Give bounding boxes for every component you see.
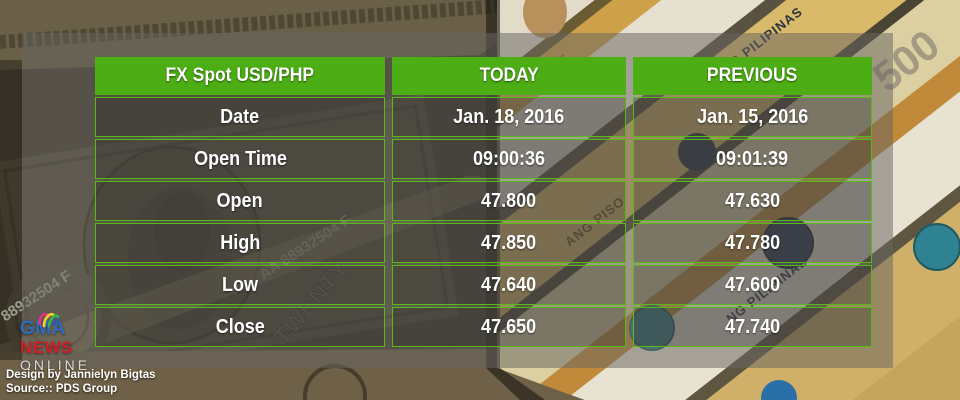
source-credit: Source:: PDS Group bbox=[6, 383, 118, 395]
row-label-low-text: Low bbox=[222, 274, 258, 296]
previous-low-value: 47.600 bbox=[633, 265, 872, 305]
today-date-value: Jan. 18, 2016 bbox=[392, 97, 626, 137]
peso-seal-teal-2-icon bbox=[913, 223, 960, 271]
row-label-high-text: High bbox=[220, 232, 260, 254]
credits-block: Design by Jannielyn Bigtas Source:: PDS … bbox=[6, 368, 156, 396]
today-column: TODAY Jan. 18, 2016 09:00:36 47.800 47.8… bbox=[392, 57, 626, 347]
kapuso-heart-icon bbox=[38, 312, 60, 328]
today-open-time-text: 09:00:36 bbox=[472, 148, 546, 170]
today-low-value: 47.640 bbox=[392, 265, 626, 305]
today-high-value: 47.850 bbox=[392, 223, 626, 263]
row-label-close-text: Close bbox=[215, 316, 265, 338]
today-high-text: 47.850 bbox=[481, 232, 537, 254]
previous-column: PREVIOUS Jan. 15, 2016 09:01:39 47.630 4… bbox=[633, 57, 872, 347]
previous-low-text: 47.600 bbox=[724, 274, 781, 296]
logo-news-text: NEWS bbox=[20, 338, 73, 357]
today-close-value: 47.650 bbox=[392, 307, 626, 347]
previous-close-value: 47.740 bbox=[633, 307, 872, 347]
today-close-text: 47.650 bbox=[481, 316, 537, 338]
row-label-date-text: Date bbox=[220, 106, 260, 128]
today-open-value: 47.800 bbox=[392, 181, 626, 221]
row-label-open-time: Open Time bbox=[95, 139, 385, 179]
previous-date-text: Jan. 15, 2016 bbox=[696, 106, 809, 128]
fx-rate-table: FX Spot USD/PHP Date Open Time Open High… bbox=[95, 57, 872, 347]
table-header-previous-label: PREVIOUS bbox=[707, 65, 798, 86]
table-header-today: TODAY bbox=[392, 57, 626, 95]
previous-open-text: 47.630 bbox=[724, 190, 781, 212]
today-open-text: 47.800 bbox=[481, 190, 537, 212]
previous-date-value: Jan. 15, 2016 bbox=[633, 97, 872, 137]
row-label-high: High bbox=[95, 223, 385, 263]
table-header-title: FX Spot USD/PHP bbox=[95, 57, 385, 95]
row-label-date: Date bbox=[95, 97, 385, 137]
peso-seal-blue-icon bbox=[761, 380, 797, 400]
design-credit: Design by Jannielyn Bigtas bbox=[6, 369, 156, 381]
table-header-today-label: TODAY bbox=[479, 65, 539, 86]
previous-open-value: 47.630 bbox=[633, 181, 872, 221]
today-date-text: Jan. 18, 2016 bbox=[453, 106, 565, 128]
table-header-title-label: FX Spot USD/PHP bbox=[165, 65, 315, 86]
gma-news-online-logo: GMA NEWS ONLINE bbox=[20, 309, 140, 372]
logo-online-text: ONLINE bbox=[20, 357, 91, 373]
row-label-open-text: Open bbox=[216, 190, 264, 212]
row-label-open: Open bbox=[95, 181, 385, 221]
today-low-text: 47.640 bbox=[481, 274, 537, 296]
today-open-time-value: 09:00:36 bbox=[392, 139, 626, 179]
previous-open-time-text: 09:01:39 bbox=[716, 148, 789, 170]
previous-high-value: 47.780 bbox=[633, 223, 872, 263]
labels-column: FX Spot USD/PHP Date Open Time Open High… bbox=[95, 57, 385, 347]
previous-open-time-value: 09:01:39 bbox=[633, 139, 872, 179]
row-label-open-time-text: Open Time bbox=[193, 148, 287, 170]
row-label-close: Close bbox=[95, 307, 385, 347]
row-label-low: Low bbox=[95, 265, 385, 305]
previous-high-text: 47.780 bbox=[724, 232, 781, 254]
table-header-previous: PREVIOUS bbox=[633, 57, 872, 95]
previous-close-text: 47.740 bbox=[724, 316, 781, 338]
